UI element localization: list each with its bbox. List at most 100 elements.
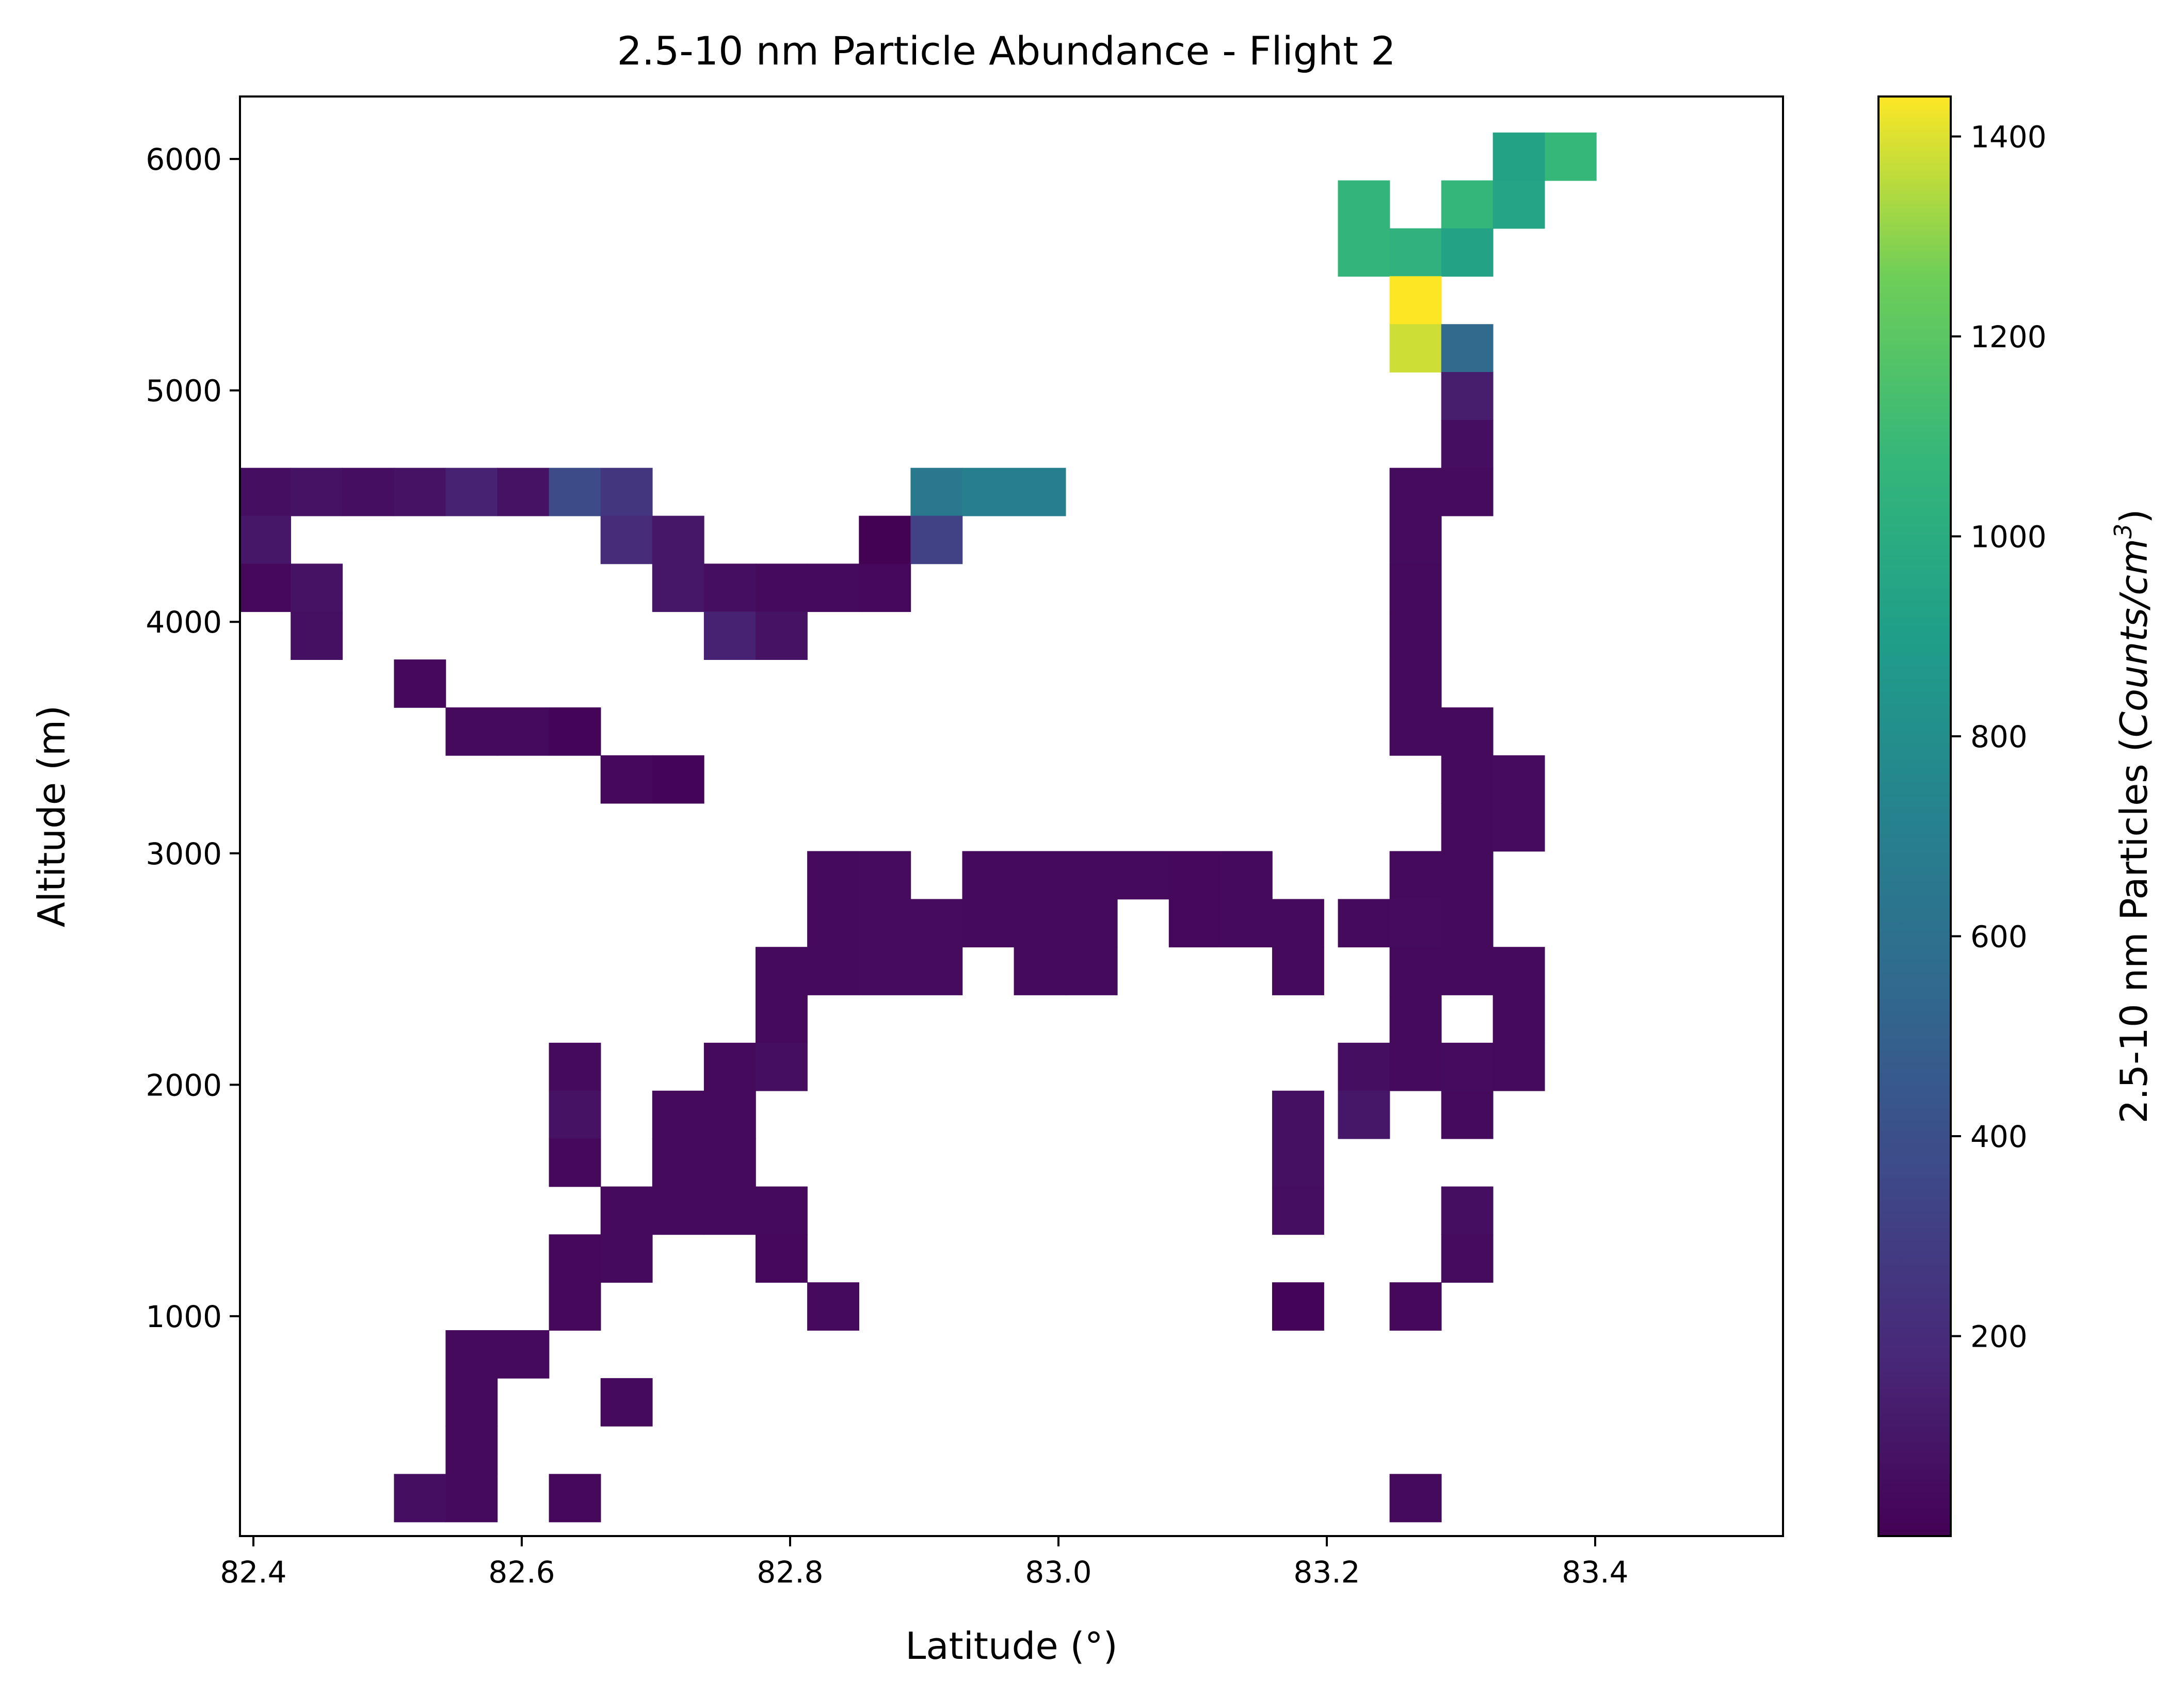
- heatmap-cell: [910, 947, 963, 995]
- heatmap-cell: [1065, 851, 1118, 900]
- heatmap-cell: [1389, 947, 1442, 995]
- heatmap-cell: [1272, 1282, 1324, 1331]
- heatmap-cell: [549, 1282, 601, 1331]
- heatmap-cell: [859, 851, 911, 900]
- y-tick-label: 4000: [146, 605, 222, 640]
- y-tick-label: 1000: [146, 1299, 222, 1334]
- heatmap-cell: [1389, 899, 1442, 948]
- heatmap-cell: [1441, 707, 1494, 756]
- heatmap-cell: [859, 899, 911, 948]
- colorbar-tick-label: 1000: [1970, 520, 2047, 555]
- heatmap-cell: [652, 755, 704, 804]
- colorbar-tick-label: 1400: [1970, 120, 2047, 155]
- colorbar-label-exp: 3: [2109, 524, 2137, 539]
- x-axis-ticks: 82.4 82.6 82.8 83.0 83.2 83.4: [220, 1536, 1629, 1590]
- heatmap-cell: [1065, 947, 1118, 995]
- heatmap-cell: [342, 467, 395, 516]
- heatmap-cell: [756, 1186, 808, 1235]
- heatmap-cell: [291, 611, 343, 660]
- heatmap-cell: [1441, 228, 1494, 277]
- heatmap-cell: [703, 1042, 756, 1091]
- x-tick-label: 83.2: [1293, 1555, 1360, 1590]
- heatmap-cell: [1492, 995, 1545, 1043]
- heatmap-cell: [703, 1090, 756, 1139]
- heatmap-cell: [1441, 467, 1494, 516]
- x-tick-label: 83.0: [1025, 1555, 1091, 1590]
- heatmap-cell: [445, 1330, 498, 1379]
- heatmap-cell: [1389, 276, 1442, 325]
- heatmap-cell: [497, 467, 550, 516]
- heatmap-cell: [1492, 132, 1545, 181]
- heatmap-cell: [394, 467, 446, 516]
- heatmap-cell: [807, 851, 859, 900]
- y-tick-label: 5000: [146, 374, 222, 409]
- heatmap-cell: [1389, 515, 1442, 564]
- heatmap-cell: [703, 1138, 756, 1187]
- heatmap-cell: [1272, 899, 1324, 948]
- heatmap-cell: [756, 1042, 808, 1091]
- heatmap-cell: [703, 1186, 756, 1235]
- heatmap-cell: [1492, 1042, 1545, 1091]
- heatmap-cell: [1168, 899, 1221, 948]
- heatmap-cell: [807, 947, 859, 995]
- heatmap-cell: [756, 611, 808, 660]
- heatmap-cell: [910, 515, 963, 564]
- y-tick-label: 6000: [146, 142, 222, 177]
- heatmap-cell: [549, 1234, 601, 1283]
- colorbar-tick-label: 200: [1970, 1319, 2028, 1354]
- heatmap-cell: [1014, 899, 1066, 948]
- y-tick-label: 3000: [146, 836, 222, 871]
- heatmap-cell: [910, 899, 963, 948]
- heatmap-cell: [1014, 851, 1066, 900]
- heatmap-cell: [1441, 1234, 1494, 1283]
- heatmap-cell: [910, 467, 963, 516]
- heatmap-cell: [1338, 180, 1390, 229]
- heatmap-cell: [1220, 851, 1273, 900]
- heatmap-cell: [1441, 851, 1494, 900]
- heatmap-cell: [756, 947, 808, 995]
- heatmap-cell: [239, 467, 291, 516]
- heatmap-cell: [807, 899, 859, 948]
- heatmap-cell: [1389, 563, 1442, 612]
- heatmap-cell: [445, 467, 498, 516]
- heatmap-cell: [1117, 851, 1169, 900]
- heatmap-cell: [600, 467, 653, 516]
- heatmap-cell: [1492, 180, 1545, 229]
- heatmap-cell: [859, 947, 911, 995]
- heatmap-cell: [600, 1186, 653, 1235]
- colorbar-label: 2.5-10 nm Particles (Counts/cm3): [2109, 509, 2156, 1124]
- colorbar-tick-label: 400: [1970, 1119, 2028, 1154]
- x-tick-label: 82.6: [488, 1555, 555, 1590]
- heatmap-cell: [1389, 995, 1442, 1043]
- heatmap-cell: [549, 467, 601, 516]
- heatmap-cell: [1441, 1186, 1494, 1235]
- heatmap-cell: [1220, 899, 1273, 948]
- colorbar-label-unit: Counts/cm: [2112, 539, 2156, 737]
- heatmap-cell: [1389, 707, 1442, 756]
- heatmap-cell: [445, 1474, 498, 1523]
- y-axis-label: Altitude (m): [30, 705, 73, 928]
- plot-frame: [239, 95, 1784, 1537]
- heatmap-cell: [600, 515, 653, 564]
- heatmap-cell: [1272, 1090, 1324, 1139]
- heatmap-cell: [1338, 1042, 1390, 1091]
- heatmap-cell: [1492, 803, 1545, 852]
- heatmap-cell: [1272, 947, 1324, 995]
- heatmap-cell: [291, 563, 343, 612]
- heatmap-cell: [859, 563, 911, 612]
- heatmap-cell: [1441, 1042, 1494, 1091]
- heatmap-cell: [1544, 132, 1597, 181]
- heatmap-cell: [445, 707, 498, 756]
- heatmap-cell: [703, 563, 756, 612]
- heatmap-cell: [859, 515, 911, 564]
- heatmap-cell: [807, 1282, 859, 1331]
- heatmap-cell: [600, 755, 653, 804]
- heatmap-cell: [549, 1090, 601, 1139]
- heatmap-cell: [1492, 947, 1545, 995]
- heatmap-cell: [1272, 1186, 1324, 1235]
- heatmap-cell: [1338, 1090, 1390, 1139]
- y-tick-label: 2000: [146, 1068, 222, 1103]
- x-tick-label: 82.8: [757, 1555, 823, 1590]
- heatmap-cell: [1441, 324, 1494, 373]
- heatmap-cell: [652, 1138, 704, 1187]
